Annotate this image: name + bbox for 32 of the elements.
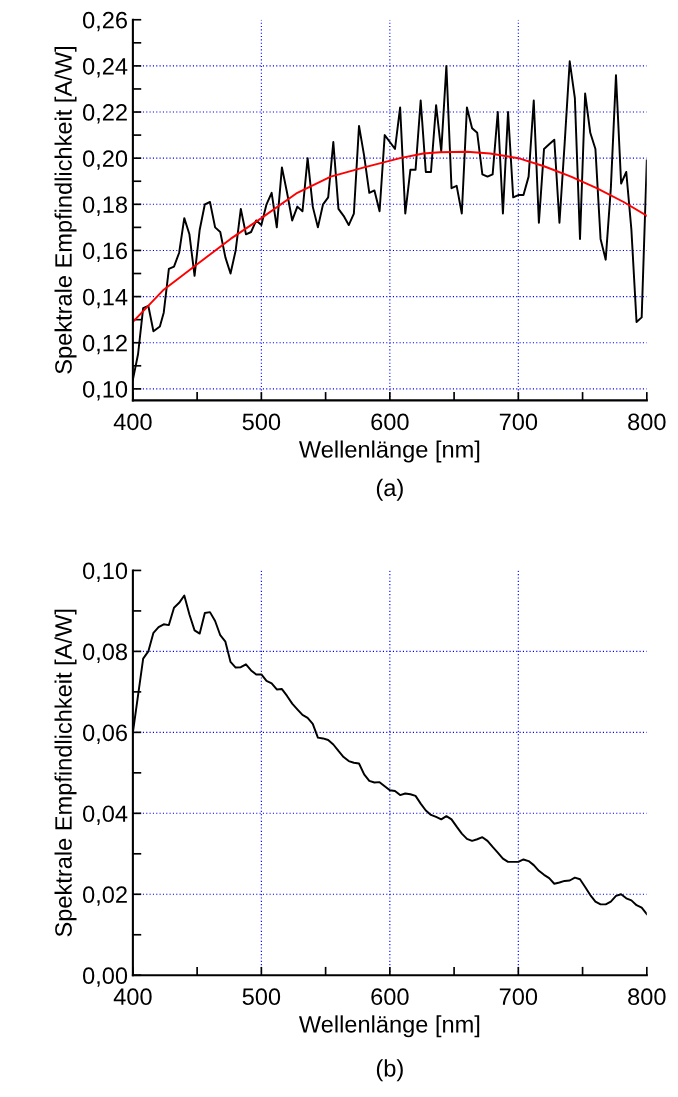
y-tick-label: 0,26	[83, 11, 127, 32]
x-axis-title: Wellenlänge [nm]	[298, 1015, 480, 1038]
x-tick-label: 500	[242, 988, 281, 1006]
y-axis-title: Spektrale Empfindlichkeit [A/W]	[54, 609, 77, 937]
x-tick-label: 700	[499, 413, 538, 431]
y-tick-label: 0,22	[83, 104, 127, 124]
x-tick-label: 800	[628, 988, 666, 1006]
y-tick-label: 0,12	[83, 334, 127, 355]
y-tick-label: 0,00	[83, 967, 128, 987]
y-tick-label: 0,08	[83, 643, 127, 663]
x-tick-label: 800	[628, 413, 666, 431]
y-tick-label: 0,20	[83, 150, 128, 170]
y-tick-label: 0,06	[83, 724, 127, 744]
x-tick-label: 400	[113, 413, 152, 431]
x-tick-label: 700	[499, 988, 538, 1006]
y-tick-label: 0,02	[83, 886, 127, 906]
y-tick-label: 0,04	[83, 805, 128, 825]
y-axis-title: Spektrale Empfindlichkeit [A/W]	[54, 47, 77, 374]
line-series	[132, 150, 647, 323]
x-tick-label: 500	[242, 413, 281, 431]
y-tick-label: 0,10	[83, 380, 128, 401]
y-tick-label: 0,24	[83, 57, 128, 78]
x-tick-label: 600	[371, 413, 409, 431]
y-tick-label: 0,16	[83, 242, 127, 263]
y-tick-label: 0,18	[83, 196, 127, 216]
y-tick-label: 0,10	[83, 562, 128, 583]
text: (a)	[376, 478, 403, 501]
y-tick-label: 0,14	[83, 288, 128, 309]
x-tick-label: 600	[371, 988, 409, 1006]
x-tick-label: 400	[113, 988, 152, 1006]
x-axis-title: Wellenlänge [nm]	[298, 440, 480, 463]
text: (b)	[376, 1059, 403, 1082]
